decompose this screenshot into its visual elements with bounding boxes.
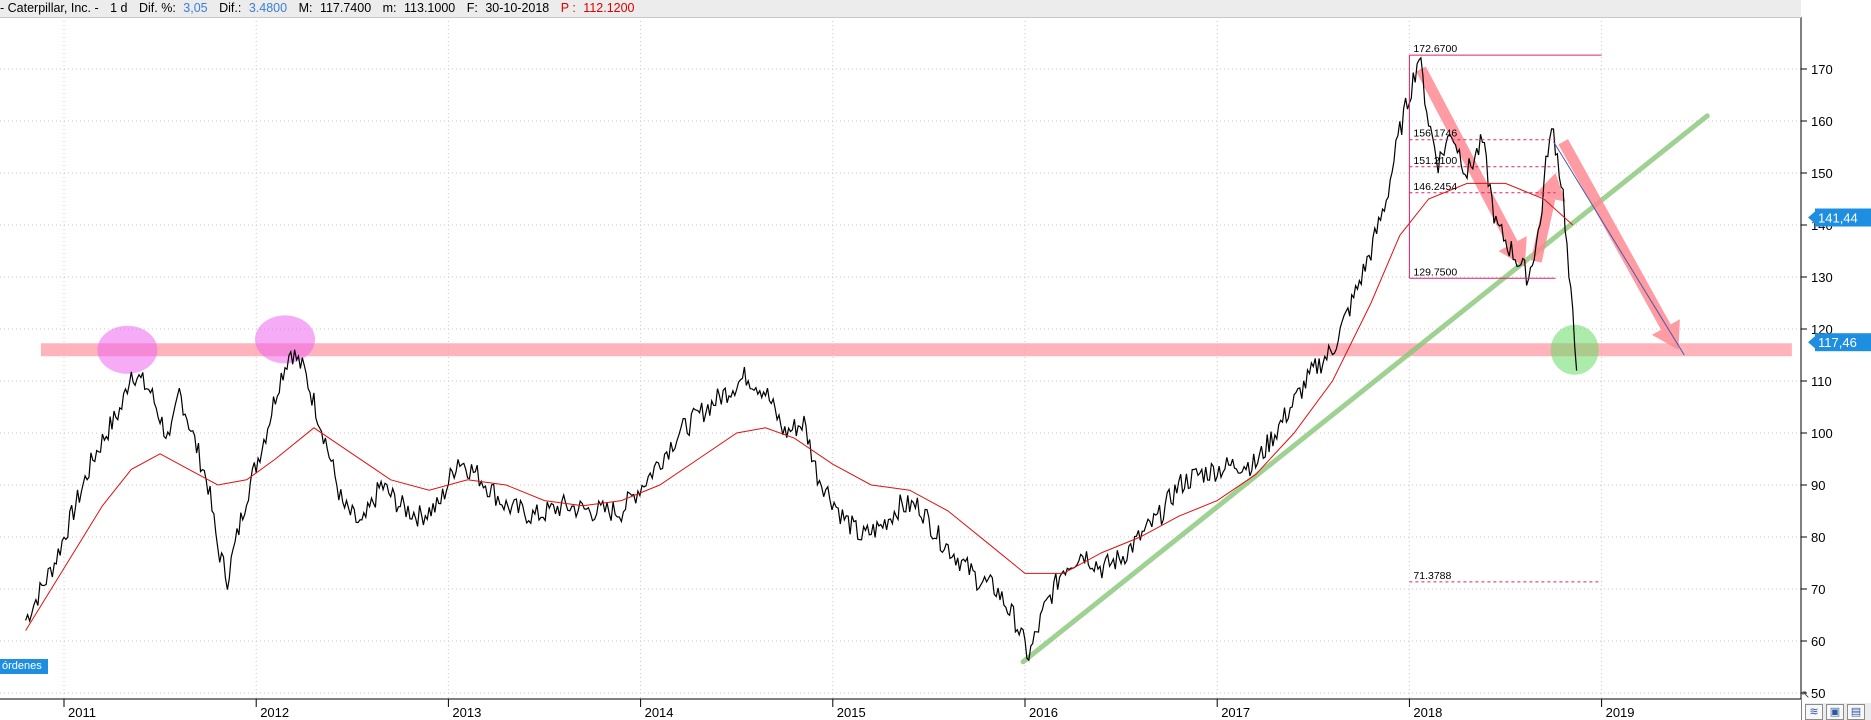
price-series-line — [25, 56, 1578, 662]
trend-arrow — [1530, 197, 1556, 263]
projection-line — [1553, 141, 1685, 356]
price-tag-box — [1815, 333, 1871, 352]
y-tick-label: 150 — [1811, 166, 1833, 181]
price-tag-pointer — [1808, 336, 1815, 349]
bottom-toolbar: ≋ ▣ ▤ — [1805, 703, 1871, 720]
date-value: 30-10-2018 — [485, 1, 550, 15]
y-tick-label: 100 — [1811, 426, 1833, 441]
period-label: 1 d — [110, 1, 128, 15]
y-tick-label: 60 — [1811, 634, 1825, 649]
y-tick-label: 80 — [1811, 530, 1825, 545]
y-tick-label: 70 — [1811, 582, 1825, 597]
y-axis-background — [1801, 17, 1871, 720]
fib-level-label: 146.2454 — [1413, 181, 1457, 193]
x-tick-label: 2018 — [1413, 705, 1442, 720]
date-label: F: — [466, 1, 478, 15]
wave-tool-icon[interactable]: ≋ — [1805, 703, 1823, 720]
min-label: m: — [382, 1, 397, 15]
symbol-name: - Caterpillar, Inc. - — [0, 1, 99, 15]
max-value: 117.7400 — [319, 1, 372, 15]
y-tick-label: 110 — [1811, 374, 1832, 389]
x-tick-label: 2012 — [260, 705, 289, 720]
trend-arrow — [1416, 66, 1518, 247]
chart-info-bar: - Caterpillar, Inc. - 1 d Dif. %: 3,05 D… — [0, 0, 1801, 18]
fib-level-label: 156.1746 — [1413, 128, 1457, 140]
dif-value: 3.4800 — [248, 1, 288, 15]
trend-arrow-head — [1534, 173, 1566, 202]
price-value: 112.1200 — [583, 1, 635, 15]
orders-tag[interactable]: órdenes — [0, 659, 48, 674]
x-tick-label: 2016 — [1029, 705, 1058, 720]
max-label: M: — [298, 1, 313, 15]
fib-layer: 172.6700 156.1746 151.2100 146.2454 129.7500… — [1408, 43, 1602, 583]
axes-layer: 5060708090100110120130140150160170141,44… — [0, 17, 1871, 720]
price-tag-label: 141,44 — [1818, 211, 1858, 226]
x-tick-label: 2019 — [1606, 705, 1635, 720]
x-tick-label: 2015 — [837, 705, 866, 720]
dif-pct-label: Dif. %: — [139, 1, 176, 15]
y-tick-label: 130 — [1811, 270, 1833, 285]
top-circle — [97, 325, 158, 374]
dif-pct-value: 3,05 — [183, 1, 208, 15]
cursor-arrow-icon: ↖ — [1801, 688, 1811, 701]
fib-level-label: 71.3788 — [1413, 570, 1451, 582]
fib-level-label: 151.2100 — [1413, 155, 1457, 167]
layout-icon[interactable]: ▤ — [1847, 703, 1865, 720]
x-tick-label: 2011 — [68, 705, 96, 720]
y-tick-label: 50 — [1811, 686, 1825, 701]
top-circle — [255, 315, 316, 364]
save-icon[interactable]: ▣ — [1826, 703, 1844, 720]
y-tick-label: 170 — [1811, 62, 1833, 77]
y-tick-label: 160 — [1811, 114, 1833, 129]
x-tick-label: 2013 — [452, 705, 481, 720]
x-axis-background — [0, 699, 1801, 720]
y-tick-label: 90 — [1811, 478, 1825, 493]
moving-average-line — [25, 182, 1574, 631]
series-layer — [25, 56, 1685, 662]
fib-level-label: 129.7500 — [1413, 266, 1457, 278]
min-value: 113.1000 — [404, 1, 456, 15]
price-tag-box — [1815, 208, 1871, 227]
fib-level-label: 172.6700 — [1413, 43, 1457, 55]
x-tick-label: 2014 — [645, 705, 674, 720]
price-label: P : — [560, 1, 576, 15]
price-tag-label: 117,46 — [1818, 335, 1857, 350]
dif-label: Dif.: — [219, 1, 242, 15]
trend-arrow-head — [1651, 319, 1680, 350]
price-tag-pointer — [1808, 211, 1815, 224]
x-tick-label: 2017 — [1221, 705, 1250, 720]
